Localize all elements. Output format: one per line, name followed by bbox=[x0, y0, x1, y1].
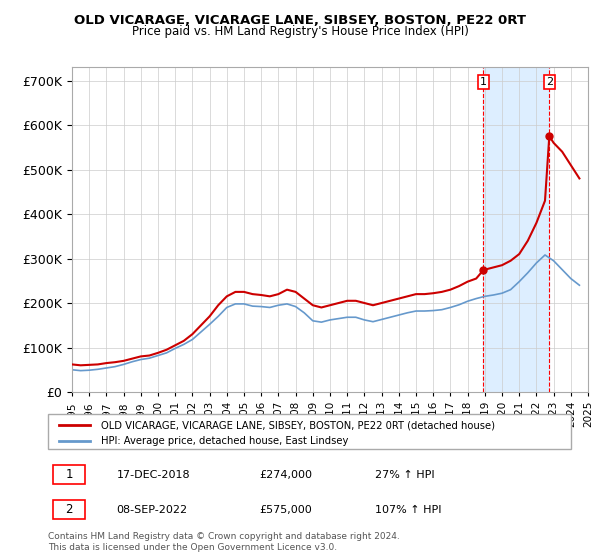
Text: 27% ↑ HPI: 27% ↑ HPI bbox=[376, 470, 435, 479]
Text: Contains HM Land Registry data © Crown copyright and database right 2024.
This d: Contains HM Land Registry data © Crown c… bbox=[48, 532, 400, 552]
Text: 08-SEP-2022: 08-SEP-2022 bbox=[116, 505, 188, 515]
Text: HPI: Average price, detached house, East Lindsey: HPI: Average price, detached house, East… bbox=[101, 436, 348, 446]
FancyBboxPatch shape bbox=[48, 413, 571, 449]
Text: Price paid vs. HM Land Registry's House Price Index (HPI): Price paid vs. HM Land Registry's House … bbox=[131, 25, 469, 38]
Text: 1: 1 bbox=[65, 468, 73, 481]
Bar bbox=[484, 67, 550, 392]
Text: £274,000: £274,000 bbox=[259, 470, 312, 479]
Text: 2: 2 bbox=[65, 503, 73, 516]
Text: OLD VICARAGE, VICARAGE LANE, SIBSEY, BOSTON, PE22 0RT (detached house): OLD VICARAGE, VICARAGE LANE, SIBSEY, BOS… bbox=[101, 421, 495, 430]
Text: 17-DEC-2018: 17-DEC-2018 bbox=[116, 470, 190, 479]
Text: 107% ↑ HPI: 107% ↑ HPI bbox=[376, 505, 442, 515]
Text: £575,000: £575,000 bbox=[259, 505, 312, 515]
Text: 2: 2 bbox=[546, 77, 553, 87]
Text: 1: 1 bbox=[480, 77, 487, 87]
FancyBboxPatch shape bbox=[53, 465, 85, 484]
Text: OLD VICARAGE, VICARAGE LANE, SIBSEY, BOSTON, PE22 0RT: OLD VICARAGE, VICARAGE LANE, SIBSEY, BOS… bbox=[74, 14, 526, 27]
FancyBboxPatch shape bbox=[53, 500, 85, 520]
